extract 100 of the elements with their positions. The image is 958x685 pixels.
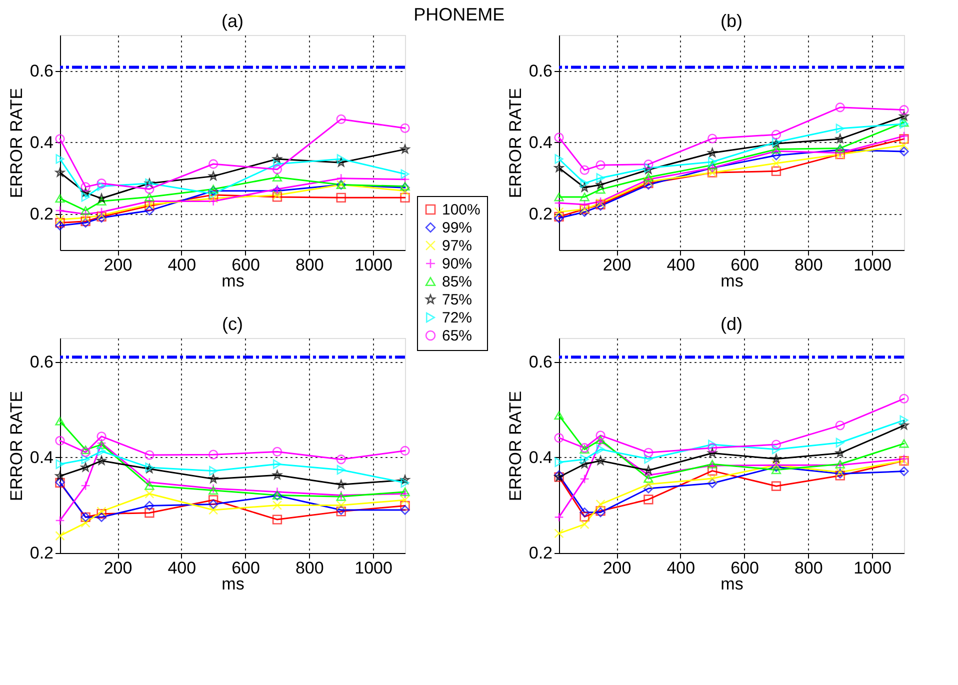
point [708,478,718,488]
point [400,478,410,488]
point [554,207,564,217]
chart-title: (c) [222,314,243,334]
legend-label: 97% [442,238,472,254]
point [96,196,106,206]
point [56,154,64,164]
point [80,188,90,197]
point [580,200,590,210]
point [580,520,590,530]
x-axis-title: ms [222,272,244,290]
point [596,444,605,454]
point [81,192,90,202]
x-tick-label: 200 [104,256,132,274]
x-tick-label: 400 [666,558,696,578]
chart-title: (a) [222,11,244,31]
y-tick-label: 0.4 [528,133,552,152]
point [80,518,90,528]
point [644,454,653,464]
legend-label: 100% [442,202,480,218]
point [899,134,909,144]
x-tick-label: 400 [168,558,196,578]
point [272,159,282,169]
point [580,508,590,518]
point [208,159,218,169]
point [96,456,106,465]
point [596,173,605,183]
point [554,163,564,172]
point [580,207,590,217]
point [144,500,154,511]
point [596,180,606,189]
point [899,131,909,141]
point [80,182,90,192]
x-tick-label: 200 [602,558,632,578]
y-tick-label: 0.2 [528,544,552,562]
legend-label: 90% [442,256,472,272]
point [899,420,909,430]
point [272,500,282,510]
point [55,530,65,541]
point [836,438,844,448]
point [400,186,410,196]
x-tick-label: 600 [730,558,759,578]
x-tick-label: 400 [168,256,196,274]
point [835,134,845,143]
point [580,454,589,464]
point [208,171,218,180]
x-tick-label: 800 [295,256,324,274]
y-axis-title: ERROR RATE [6,88,26,198]
legend-label: 99% [442,220,472,236]
point [771,481,782,491]
point [56,459,64,469]
point [96,194,106,202]
point [55,471,65,480]
y-tick-label: 0.4 [528,448,552,467]
point [899,118,909,127]
point [644,479,654,490]
point [554,411,564,420]
x-tick-label: 1000 [354,256,392,274]
point [80,462,90,472]
point [80,212,90,223]
y-tick-label: 0.6 [30,352,54,372]
point [400,123,410,133]
point [644,466,654,474]
point [554,198,564,208]
point [644,494,654,504]
point [771,466,782,474]
legend-label: 72% [442,310,472,326]
point [835,448,845,458]
point [400,505,410,515]
point [208,450,218,460]
point [272,470,282,480]
x-tick-label: 200 [104,558,132,578]
point [400,495,410,505]
point [644,160,654,170]
point [580,192,590,202]
point [272,172,282,182]
x-tick-label: 1000 [354,558,392,578]
point [208,505,218,515]
point [272,164,282,174]
y-tick-label: 0.2 [528,204,552,224]
point [55,206,65,216]
point [96,178,106,188]
point [336,480,346,489]
point [772,444,780,454]
y-tick-label: 0.6 [528,61,552,80]
point [208,186,218,196]
point [80,446,90,454]
point [336,454,346,464]
point [55,218,65,228]
point [55,436,65,446]
point [96,512,106,522]
x-tick-label: 400 [666,256,696,274]
point [899,466,909,476]
point [771,158,782,168]
point [554,154,564,164]
point [554,528,564,538]
point [272,154,282,164]
point [80,206,90,215]
point [771,130,782,140]
point [899,140,909,150]
